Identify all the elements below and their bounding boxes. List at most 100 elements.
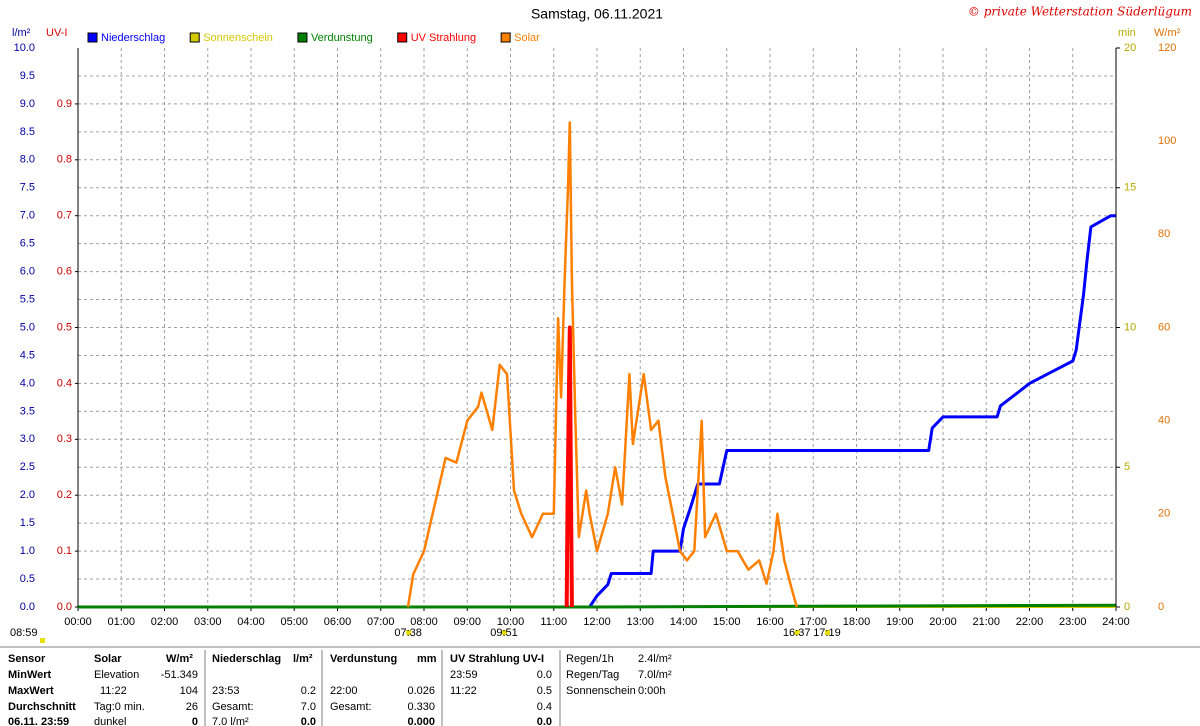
- x-tick-label: 22:00: [1016, 616, 1044, 628]
- legend-swatch: [397, 32, 408, 43]
- series-line: [78, 214, 1116, 609]
- cell-label: Elevation: [94, 669, 139, 681]
- x-tick-label: 19:00: [886, 616, 914, 628]
- annotation-marker: [794, 630, 800, 635]
- y4-tick-label: 60: [1158, 321, 1170, 333]
- y-tick-label: 6.5: [20, 238, 35, 250]
- y-tick-label: 3.0: [20, 433, 35, 445]
- group-title: Niederschlag: [212, 653, 281, 665]
- y3-tick-label: 20: [1124, 42, 1136, 54]
- cell-value: 0.4: [537, 701, 552, 713]
- chart-title: Samstag, 06.11.2021: [531, 6, 663, 22]
- y3-tick-label: 0: [1124, 601, 1130, 613]
- grid: [75, 47, 1120, 611]
- cell-value: 0.0: [537, 669, 552, 681]
- legend-label: Solar: [514, 32, 540, 44]
- y-tick-label: 0.5: [20, 573, 35, 585]
- y-tick-label: 5.0: [20, 321, 35, 333]
- cell-label: Tag:0 min.: [94, 701, 145, 713]
- y2-tick-label: 0.5: [57, 321, 72, 333]
- x-tick-label: 18:00: [843, 616, 871, 628]
- cell-value: 0.330: [407, 701, 435, 713]
- y-tick-label: 2.0: [20, 489, 35, 501]
- group-title: Verdunstung: [330, 653, 397, 665]
- y-tick-label: 0.0: [20, 601, 35, 613]
- x-tick-label: 15:00: [713, 616, 741, 628]
- y2-tick-label: 0.7: [57, 210, 72, 222]
- annotation: 09:51: [490, 627, 518, 639]
- y-tick-label: 8.0: [20, 154, 35, 166]
- y4-tick-label: 20: [1158, 508, 1170, 520]
- x-tick-label: 17:00: [799, 616, 827, 628]
- legend-label: Niederschlag: [101, 32, 165, 44]
- x-tick-label: 10:00: [497, 616, 525, 628]
- extra-label: Regen/1h: [566, 653, 614, 665]
- extra-value: 0:00h: [638, 685, 666, 697]
- series-line: [78, 603, 1117, 609]
- x-tick-label: 13:00: [626, 616, 654, 628]
- y2-tick-label: 0.3: [57, 433, 72, 445]
- y-tick-label: 1.0: [20, 545, 35, 557]
- cell-value: 0: [192, 716, 198, 726]
- group-unit: W/m²: [166, 653, 193, 665]
- series-line: [406, 121, 799, 608]
- row-label: Sensor: [8, 653, 46, 665]
- cell-value: -51.349: [161, 669, 198, 681]
- legend-label: Verdunstung: [311, 32, 373, 44]
- annotation: 08:59: [10, 627, 38, 639]
- x-tick-label: 14:00: [670, 616, 698, 628]
- cell-value: 0.0: [301, 716, 316, 726]
- y-tick-label: 4.5: [20, 349, 35, 361]
- x-tick-label: 21:00: [972, 616, 1000, 628]
- x-tick-label: 07:00: [367, 616, 395, 628]
- x-tick-label: 04:00: [237, 616, 265, 628]
- y4-tick-label: 100: [1158, 135, 1176, 147]
- extra-value: 7.0l/m²: [638, 669, 672, 681]
- y3-tick-label: 10: [1124, 321, 1136, 333]
- cell-label: 23:59: [450, 669, 478, 681]
- cell-label: 23:53: [212, 685, 240, 697]
- y3-tick-label: 15: [1124, 182, 1136, 194]
- x-tick-label: 05:00: [280, 616, 308, 628]
- cell-label: 11:22: [450, 685, 477, 697]
- x-tick-label: 01:00: [107, 616, 135, 628]
- cell-value: 7.0: [301, 701, 316, 713]
- cell-value: 0.0: [537, 716, 552, 726]
- series-line: [564, 325, 574, 608]
- legend-label: Sonnenschein: [203, 32, 273, 44]
- y4-tick-label: 40: [1158, 415, 1170, 427]
- x-tick-label: 12:00: [583, 616, 611, 628]
- extra-value: 2.4l/m²: [638, 653, 672, 665]
- series: [78, 121, 1117, 609]
- row-label: MaxWert: [8, 685, 54, 697]
- cell-label: 7.0 l/m²: [212, 716, 249, 726]
- x-tick-label: 23:00: [1059, 616, 1087, 628]
- annotation: 17:19: [813, 627, 841, 639]
- x-tick-label: 09:00: [453, 616, 481, 628]
- cell-label: 11:22: [100, 685, 127, 697]
- cell-value: 0.000: [407, 716, 435, 726]
- x-tick-label: 24:00: [1102, 616, 1130, 628]
- cell-value: 0.5: [537, 685, 552, 697]
- row-label: MinWert: [8, 669, 52, 681]
- x-tick-label: 16:00: [756, 616, 784, 628]
- annotation-marker: [502, 630, 508, 635]
- y2-tick-label: 0.6: [57, 266, 72, 278]
- legend-swatch: [297, 32, 308, 43]
- y-tick-label: 10.0: [14, 42, 35, 54]
- extra-label: Regen/Tag: [566, 669, 619, 681]
- y4-tick-label: 120: [1158, 42, 1176, 54]
- y-tick-label: 4.0: [20, 377, 35, 389]
- y3-axis-unit: min: [1118, 27, 1136, 39]
- y-tick-label: 2.5: [20, 461, 35, 473]
- y2-tick-label: 0.9: [57, 98, 72, 110]
- x-tick-label: 06:00: [324, 616, 352, 628]
- y-tick-label: 5.5: [20, 293, 35, 305]
- annotation-marker: [406, 630, 412, 635]
- y2-tick-label: 0.8: [57, 154, 72, 166]
- row-label: Durchschnitt: [8, 701, 76, 713]
- group-unit: l/m²: [293, 653, 313, 665]
- legend-swatch: [87, 32, 98, 43]
- x-tick-label: 00:00: [64, 616, 92, 628]
